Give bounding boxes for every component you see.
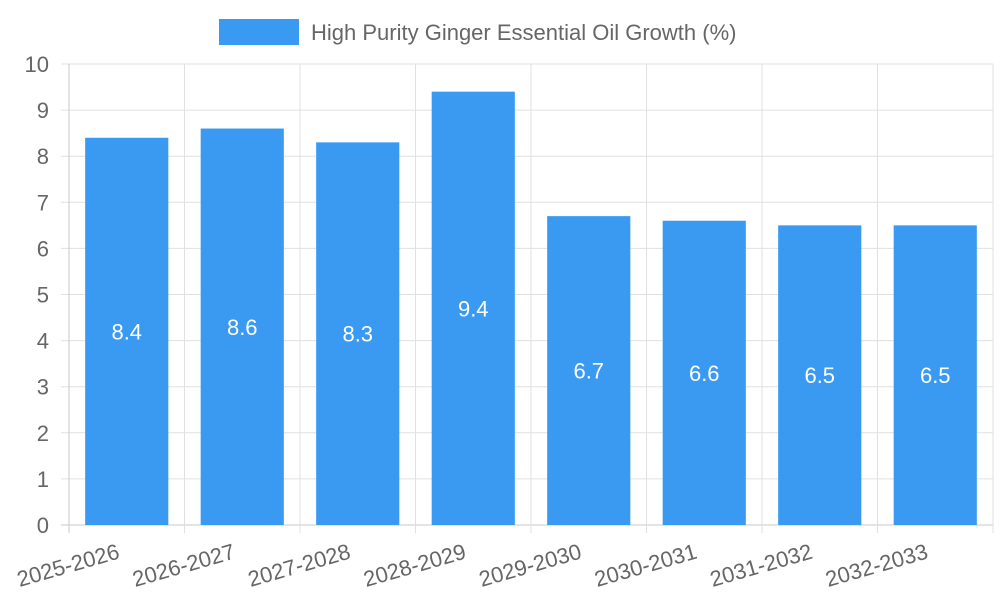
bar-value-label: 8.4 (111, 319, 142, 344)
y-tick-label: 10 (25, 52, 49, 77)
bar-2032-2033[interactable] (893, 225, 977, 525)
legend[interactable]: High Purity Ginger Essential Oil Growth … (219, 19, 736, 45)
bar-2027-2028[interactable] (316, 142, 400, 525)
y-tick-label: 2 (37, 421, 49, 446)
x-tick-label: 2030-2031 (592, 539, 700, 592)
bar-layer (85, 91, 977, 526)
y-tick-label: 4 (37, 329, 49, 354)
bar-2029-2030[interactable] (547, 216, 631, 525)
x-tick-label: 2031-2032 (707, 539, 815, 592)
y-tick-label: 1 (37, 467, 49, 492)
legend-swatch[interactable] (219, 19, 299, 45)
x-tick-label: 2027-2028 (245, 539, 353, 592)
bar-2026-2027[interactable] (200, 128, 284, 526)
bar-2025-2026[interactable] (85, 137, 169, 525)
bar-value-label: 9.4 (458, 296, 489, 321)
bar-2031-2032[interactable] (778, 225, 862, 525)
y-tick-label: 8 (37, 144, 49, 169)
bar-value-label: 6.6 (689, 361, 720, 386)
y-tick-label: 0 (37, 513, 49, 538)
bar-value-label: 6.5 (804, 363, 835, 388)
y-tick-label: 6 (37, 236, 49, 261)
bar-value-label: 8.3 (342, 322, 373, 347)
y-tick-label: 7 (37, 190, 49, 215)
x-tick-label: 2025-2026 (14, 539, 122, 592)
x-tick-label: 2028-2029 (361, 539, 469, 592)
y-tick-label: 5 (37, 283, 49, 308)
label-layer: 8.4 8.6 8.3 9.4 6.7 6.6 6.5 6.5 (111, 296, 950, 388)
legend-label[interactable]: High Purity Ginger Essential Oil Growth … (311, 20, 736, 45)
x-tick-label: 2026-2027 (130, 539, 238, 592)
x-tick-label: 2029-2030 (476, 539, 584, 592)
bar-value-label: 6.7 (573, 359, 604, 384)
bar-2028-2029[interactable] (431, 91, 515, 525)
bar-value-label: 8.6 (227, 315, 258, 340)
x-tick-label: 2032-2033 (823, 539, 931, 592)
y-tick-label: 3 (37, 375, 49, 400)
y-tick-label: 9 (37, 98, 49, 123)
bar-value-label: 6.5 (920, 363, 951, 388)
bar-2030-2031[interactable] (662, 220, 746, 526)
